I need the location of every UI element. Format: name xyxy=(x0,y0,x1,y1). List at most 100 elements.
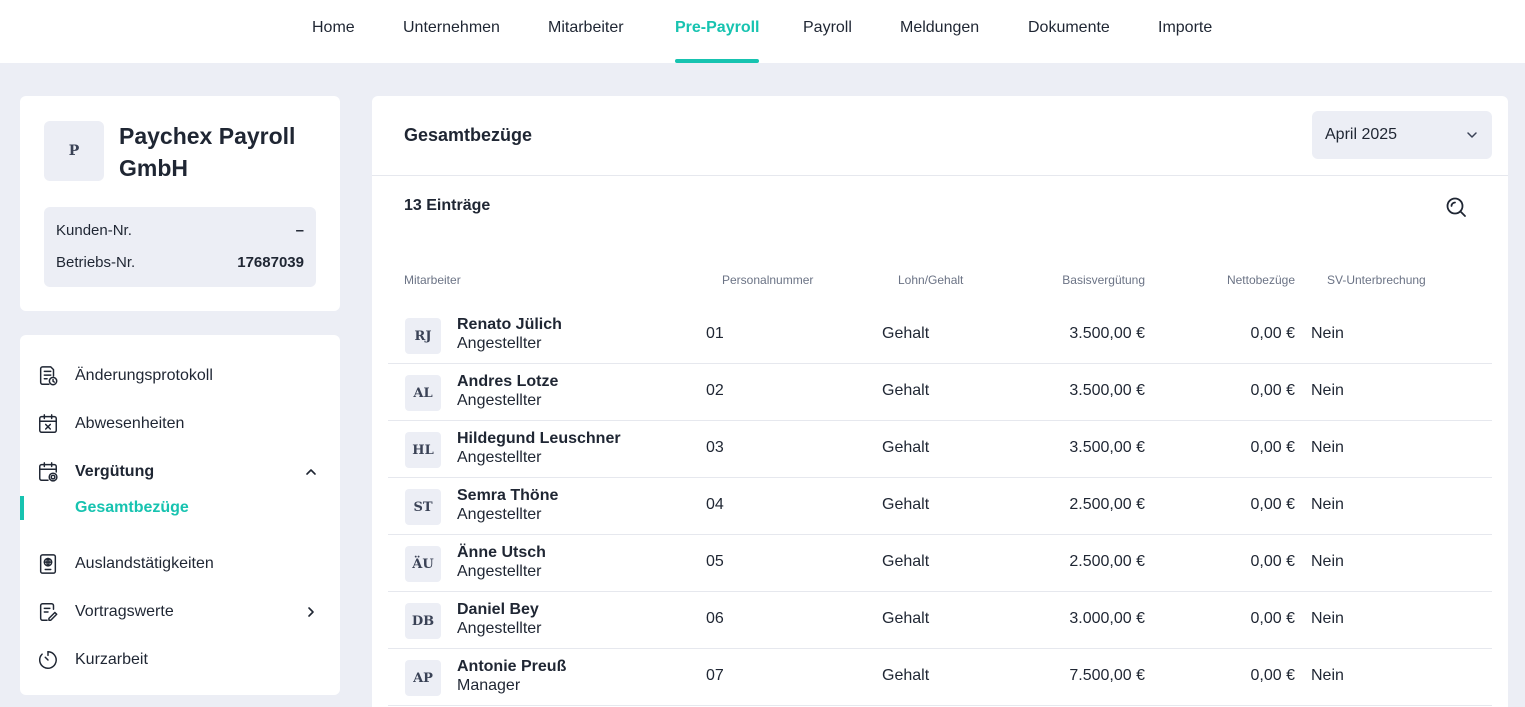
employee-avatar: AP xyxy=(405,660,441,696)
column-header-lohn-gehalt[interactable]: Lohn/Gehalt xyxy=(898,273,964,287)
sidebar-item-kurzarbeit[interactable]: Kurzarbeit xyxy=(20,645,340,675)
company-meta: Kunden-Nr. – Betriebs-Nr. 17687039 xyxy=(44,207,316,287)
plant-number-row: Betriebs-Nr. 17687039 xyxy=(56,251,304,273)
nav-dokumente[interactable]: Dokumente xyxy=(1028,19,1110,36)
nav-payroll[interactable]: Payroll xyxy=(803,19,852,36)
pay-type: Gehalt xyxy=(882,496,930,513)
sidebar-item-label: Kurzarbeit xyxy=(75,651,148,668)
calendar-x-icon xyxy=(39,414,57,433)
employee-role: Angestellter xyxy=(457,563,542,580)
sidebar-subitem-gesamtbezuege[interactable]: Gesamtbezüge xyxy=(20,495,340,523)
nav-importe[interactable]: Importe xyxy=(1158,19,1213,36)
chevron-right-icon[interactable] xyxy=(303,604,319,620)
employee-role: Angestellter xyxy=(457,620,542,637)
employee-role: Angestellter xyxy=(457,449,542,466)
sidebar-item-vortragswerte[interactable]: Vortragswerte xyxy=(20,597,340,627)
personnel-number: 01 xyxy=(706,325,724,342)
base-pay: 3.000,00 € xyxy=(1069,610,1145,627)
sidebar-item-label: Vortragswerte xyxy=(75,603,174,620)
net-pay: 0,00 € xyxy=(1250,610,1295,627)
employee-name: Semra Thöne xyxy=(457,487,559,504)
side-menu: Änderungsprotokoll Abwesenheiten Vergütu… xyxy=(20,335,340,695)
table-row[interactable]: HL Hildegund Leuschner Angestellter 03 Gehal… xyxy=(388,421,1492,478)
pay-type: Gehalt xyxy=(882,667,930,684)
column-header-mitarbeiter[interactable]: Mitarbeiter xyxy=(404,273,461,287)
employee-name: Renato Jülich xyxy=(457,316,562,333)
table-row[interactable]: AL Andres Lotze Angestellter 02 Gehalt 3.500,… xyxy=(388,364,1492,421)
employee-avatar: RJ xyxy=(405,318,441,354)
base-pay: 3.500,00 € xyxy=(1069,439,1145,456)
personnel-number: 05 xyxy=(706,553,724,570)
employee-avatar: DB xyxy=(405,603,441,639)
sv-interruption: Nein xyxy=(1311,553,1344,570)
sidebar-item-label: Auslandstätigkeiten xyxy=(75,555,214,572)
sidebar-item-auslandstaetigkeiten[interactable]: Auslandstätigkeiten xyxy=(20,549,340,579)
nav-mitarbeiter[interactable]: Mitarbeiter xyxy=(548,19,624,36)
column-header-sv-unterbrechung[interactable]: SV-Unterbrechung xyxy=(1327,273,1426,287)
sidebar-item-abwesenheiten[interactable]: Abwesenheiten xyxy=(20,409,340,439)
employee-role: Angestellter xyxy=(457,506,542,523)
entry-count: 13 Einträge xyxy=(404,197,491,214)
net-pay: 0,00 € xyxy=(1250,439,1295,456)
sidebar-item-label: Änderungsprotokoll xyxy=(75,367,213,384)
net-pay: 0,00 € xyxy=(1250,553,1295,570)
sv-interruption: Nein xyxy=(1311,439,1344,456)
base-pay: 3.500,00 € xyxy=(1069,325,1145,342)
page-title: Gesamtbezüge xyxy=(404,125,533,145)
sidebar-item-verguetung[interactable]: Vergütung xyxy=(20,457,340,487)
table-row[interactable]: ÄU Änne Utsch Angestellter 05 Gehalt 2.500,00… xyxy=(388,535,1492,592)
month-select-value: April 2025 xyxy=(1325,126,1398,143)
net-pay: 0,00 € xyxy=(1250,496,1295,513)
employee-role: Manager xyxy=(457,677,521,694)
customer-number-label: Kunden-Nr. xyxy=(56,221,132,239)
nav-meldungen[interactable]: Meldungen xyxy=(900,19,980,36)
divider xyxy=(372,175,1508,176)
top-navigation: Home Unternehmen Mitarbeiter Pre-Payroll… xyxy=(0,0,1525,63)
search-icon[interactable] xyxy=(1444,195,1468,219)
month-select[interactable]: April 2025 xyxy=(1312,111,1492,159)
table-row[interactable]: DB Daniel Bey Angestellter 06 Gehalt 3.000,00… xyxy=(388,592,1492,649)
personnel-number: 04 xyxy=(706,496,724,513)
sidebar-item-label: Abwesenheiten xyxy=(75,415,185,432)
company-card: P Paychex Payroll GmbH Kunden-Nr. – Betr… xyxy=(20,96,340,311)
employee-avatar: HL xyxy=(405,432,441,468)
base-pay: 2.500,00 € xyxy=(1069,496,1145,513)
chevron-down-icon xyxy=(1467,132,1477,138)
sv-interruption: Nein xyxy=(1311,610,1344,627)
personnel-number: 07 xyxy=(706,667,724,684)
table-row[interactable]: AP Antonie Preuß Manager 07 Gehalt 7.500,00 €… xyxy=(388,649,1492,706)
nav-unternehmen[interactable]: Unternehmen xyxy=(403,19,500,36)
nav-home[interactable]: Home xyxy=(312,19,355,36)
pay-type: Gehalt xyxy=(882,610,930,627)
base-pay: 7.500,00 € xyxy=(1069,667,1145,684)
column-header-nettobezuege[interactable]: Nettobezüge xyxy=(1226,273,1295,287)
active-indicator xyxy=(20,496,24,520)
personnel-number: 03 xyxy=(706,439,724,456)
pay-type: Gehalt xyxy=(882,382,930,399)
base-pay: 2.500,00 € xyxy=(1069,553,1145,570)
employee-avatar: AL xyxy=(405,375,441,411)
employee-avatar: ST xyxy=(405,489,441,525)
net-pay: 0,00 € xyxy=(1250,382,1295,399)
table-row[interactable]: ST Semra Thöne Angestellter 04 Gehalt 2.500,0… xyxy=(388,478,1492,535)
pay-type: Gehalt xyxy=(882,439,930,456)
document-edit-icon xyxy=(39,603,58,621)
net-pay: 0,00 € xyxy=(1250,325,1295,342)
nav-pre-payroll[interactable]: Pre-Payroll xyxy=(675,0,760,63)
sidebar-subitem-label: Gesamtbezüge xyxy=(75,499,189,516)
plant-number-label: Betriebs-Nr. xyxy=(56,253,136,271)
employee-role: Angestellter xyxy=(457,392,542,409)
plant-number-value: 17687039 xyxy=(237,253,304,271)
column-header-basisverguetung[interactable]: Basisvergütung xyxy=(1062,273,1145,287)
employee-avatar: ÄU xyxy=(405,546,441,582)
employee-name: Hildegund Leuschner xyxy=(457,430,621,447)
chevron-up-icon[interactable] xyxy=(303,464,319,480)
timer-icon xyxy=(38,651,57,669)
table-row[interactable]: RJ Renato Jülich Angestellter 01 Gehalt 3.500… xyxy=(388,307,1492,364)
document-clock-icon xyxy=(39,366,58,386)
column-header-personalnummer[interactable]: Personalnummer xyxy=(722,273,814,287)
calendar-settings-icon xyxy=(39,462,58,482)
sidebar-item-aenderungsprotokoll[interactable]: Änderungsprotokoll xyxy=(20,361,340,391)
employee-name: Daniel Bey xyxy=(457,601,539,618)
personnel-number: 06 xyxy=(706,610,724,627)
